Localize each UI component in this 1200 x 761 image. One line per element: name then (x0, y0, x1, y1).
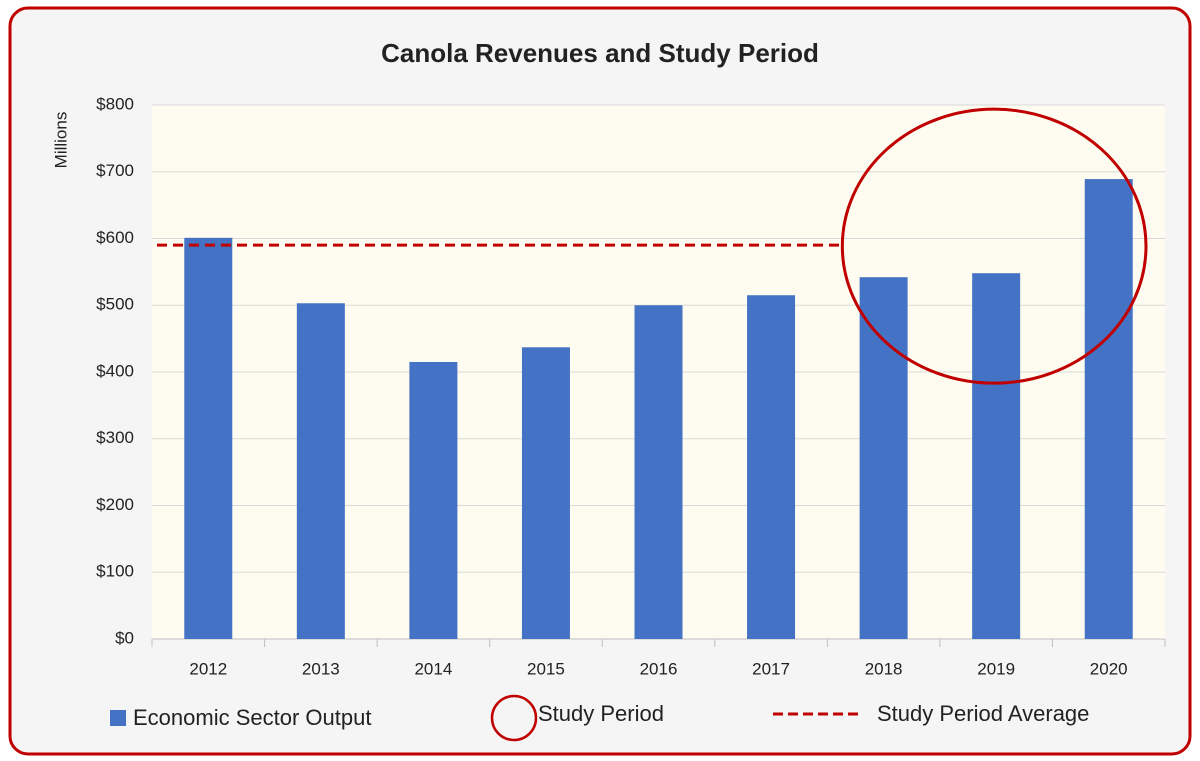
x-tick-label: 2016 (640, 659, 678, 678)
x-tick-label: 2014 (414, 659, 452, 678)
bar (184, 237, 233, 639)
bar (747, 295, 796, 639)
y-tick-label: $800 (96, 94, 134, 113)
bar (972, 273, 1021, 639)
legend-label: Economic Sector Output (133, 705, 371, 730)
y-tick-label: $200 (96, 495, 134, 514)
x-tick-label: 2013 (302, 659, 340, 678)
x-tick-label: 2015 (527, 659, 565, 678)
bar (1084, 179, 1133, 639)
y-tick-label: $100 (96, 562, 134, 581)
x-tick-label: 2017 (752, 659, 790, 678)
bar (409, 361, 458, 639)
legend-swatch (110, 710, 126, 726)
y-tick-label: $300 (96, 428, 134, 447)
x-tick-label: 2018 (865, 659, 903, 678)
legend-label: Study Period (538, 701, 664, 726)
legend-label: Study Period Average (877, 701, 1089, 726)
x-tick-label: 2012 (189, 659, 227, 678)
bar (859, 277, 908, 639)
y-tick-label: $0 (115, 628, 134, 647)
chart-title: Canola Revenues and Study Period (381, 38, 819, 68)
highlight-circle (840, 107, 1148, 385)
y-tick-label: $700 (96, 161, 134, 180)
y-tick-label: $400 (96, 361, 134, 380)
bar (521, 347, 570, 639)
y-tick-label: $600 (96, 228, 134, 247)
y-axis-label: Millions (51, 112, 70, 169)
y-tick-label: $500 (96, 295, 134, 314)
x-tick-label: 2019 (977, 659, 1015, 678)
x-tick-label: 2020 (1090, 659, 1128, 678)
bar (296, 303, 345, 639)
bar (634, 305, 683, 639)
legend-circle (490, 694, 538, 742)
